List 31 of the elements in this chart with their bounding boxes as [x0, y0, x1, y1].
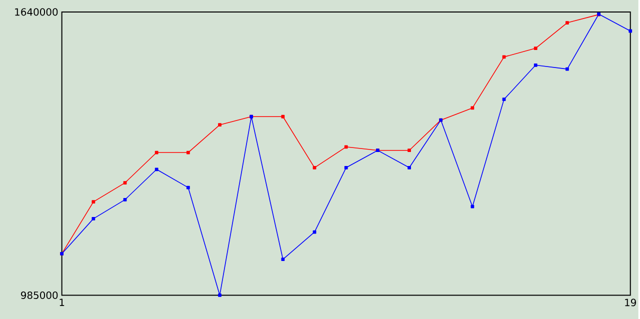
point	[154, 168, 158, 172]
point	[186, 186, 190, 190]
point	[186, 150, 190, 154]
y-tick-label: 1640000	[15, 8, 58, 16]
point	[470, 204, 474, 208]
point	[281, 258, 285, 261]
point	[628, 29, 632, 33]
point	[534, 46, 538, 50]
point	[218, 123, 222, 126]
point	[92, 200, 96, 204]
point	[502, 98, 506, 101]
point	[92, 216, 96, 220]
point	[534, 63, 538, 67]
point	[281, 114, 285, 118]
point	[408, 166, 411, 170]
point	[154, 150, 158, 154]
x-tick-label: 19	[625, 298, 636, 306]
x-tick-label: 1	[60, 298, 64, 306]
point	[566, 67, 569, 71]
point	[123, 198, 127, 202]
point	[344, 166, 348, 170]
point	[470, 106, 474, 110]
point	[218, 293, 222, 297]
point	[312, 230, 316, 234]
point	[408, 148, 411, 152]
point	[312, 166, 316, 170]
y-tick-label: 985000	[21, 291, 58, 299]
point	[566, 21, 569, 24]
point	[502, 55, 506, 59]
point	[344, 145, 348, 149]
point	[123, 181, 127, 184]
